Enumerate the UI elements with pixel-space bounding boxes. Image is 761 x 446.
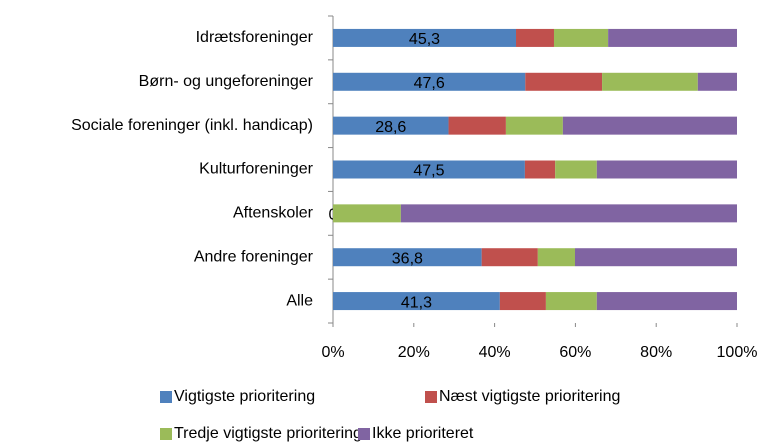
- data-label: 47,6: [414, 75, 445, 92]
- data-label: 41,3: [401, 294, 432, 311]
- y-tick-label: Andre foreninger: [194, 248, 314, 265]
- data-label: 45,3: [409, 31, 440, 48]
- bar-segment: [333, 72, 526, 91]
- bar-segment: [602, 72, 698, 91]
- bar-segment: [697, 72, 737, 91]
- bar-segment: [516, 28, 554, 47]
- x-tick-label: 40%: [479, 344, 511, 361]
- bar-segment: [333, 292, 500, 311]
- data-label: 47,5: [413, 163, 444, 180]
- legend-swatch: [358, 428, 370, 440]
- legend-label: Næst vigtigste prioritering: [439, 388, 620, 405]
- y-tick-label: Alle: [286, 292, 313, 309]
- bar-segment: [400, 204, 737, 223]
- x-tick-label: 80%: [640, 344, 672, 361]
- y-tick-label: Sociale foreninger (inkl. handicap): [71, 117, 313, 134]
- x-tick-label: 100%: [717, 344, 758, 361]
- bar-segment: [574, 248, 737, 267]
- x-tick-label: 0%: [321, 344, 344, 361]
- y-tick-label: Idrætsforeninger: [196, 29, 314, 46]
- bar-segment: [537, 248, 575, 267]
- bar-segment: [553, 28, 609, 47]
- x-tick-label: 20%: [398, 344, 430, 361]
- bar-segment: [333, 28, 517, 47]
- y-tick-label: Kulturforeninger: [199, 161, 314, 178]
- data-label: 36,8: [392, 250, 423, 267]
- legend-label: Vigtigste prioritering: [174, 388, 315, 405]
- bar-segment: [555, 160, 597, 179]
- legend-swatch: [160, 391, 172, 403]
- bar-segment: [562, 116, 737, 135]
- data-label: 28,6: [375, 119, 406, 136]
- y-tick-label: Børn- og ungeforeninger: [139, 73, 314, 90]
- legend-label: Ikke prioriteret: [372, 425, 474, 442]
- bar-segment: [596, 160, 737, 179]
- legend-label: Tredje vigtigste prioritering: [174, 425, 362, 442]
- bar-segment: [333, 248, 482, 267]
- bar-segment: [524, 160, 556, 179]
- bar-segment: [499, 292, 546, 311]
- bar-segment: [448, 116, 506, 135]
- bar-segment: [525, 72, 603, 91]
- bar-segment: [333, 204, 401, 223]
- y-tick-label: Aftenskoler: [233, 205, 314, 222]
- bar-segment: [608, 28, 737, 47]
- x-tick-label: 60%: [559, 344, 591, 361]
- legend-swatch: [160, 428, 172, 440]
- bar-segment: [596, 292, 737, 311]
- bar-segment: [481, 248, 538, 267]
- bar-segment: [333, 116, 449, 135]
- bar-segment: [545, 292, 597, 311]
- bar-segment: [505, 116, 563, 135]
- bar-segment: [333, 160, 525, 179]
- legend-swatch: [425, 391, 437, 403]
